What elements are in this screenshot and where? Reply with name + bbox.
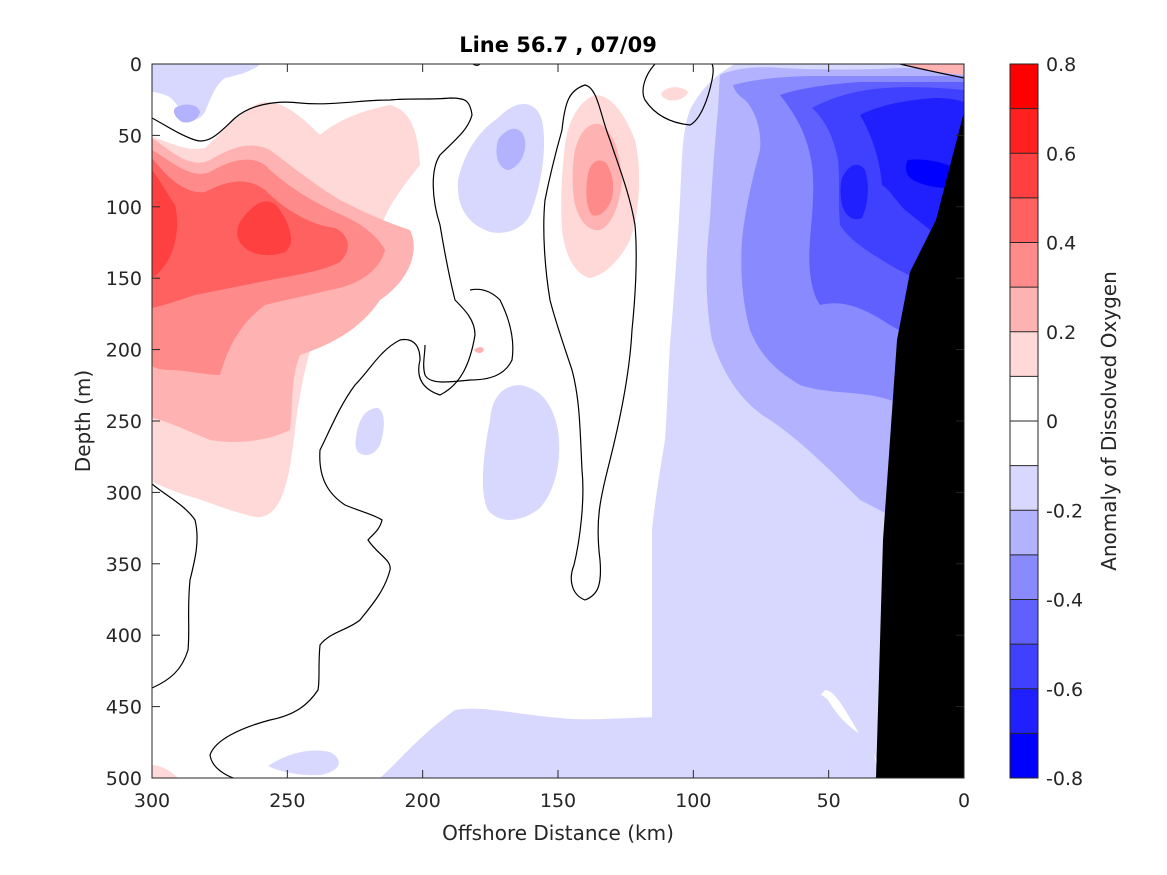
colorbar-label: Anomaly of Dissolved Oxygen xyxy=(1097,271,1121,571)
contour-top-right-red xyxy=(900,64,964,75)
colorbar-tick-label: -0.6 xyxy=(1046,679,1083,701)
y-tick-label: 0 xyxy=(130,54,142,76)
contour-fill-layer xyxy=(152,64,964,778)
chart-title: Line 56.7 , 07/09 xyxy=(459,33,657,57)
x-axis-label: Offshore Distance (km) xyxy=(442,821,674,845)
y-axis-label: Depth (m) xyxy=(71,370,95,472)
zero-contour-line-3 xyxy=(423,288,514,383)
zero-contour-line-5 xyxy=(642,64,714,126)
y-tick-label: 100 xyxy=(106,197,142,219)
contour-deep-blue-left-strip xyxy=(268,750,339,776)
contour-tiny-red-mid xyxy=(474,347,484,353)
ticks-layer: 300 250 200 150 100 50 00501001502002503003504… xyxy=(106,54,970,812)
contour-small-blue-topleft-inner xyxy=(173,104,200,123)
y-tick-label: 350 xyxy=(106,554,142,576)
bathymetry-mask xyxy=(876,112,964,778)
colorbar-tick-label: 0.4 xyxy=(1046,233,1076,255)
contour-coastal-blue-level-6b xyxy=(840,164,868,220)
colorbar-tick-label: 0.2 xyxy=(1046,322,1076,344)
colorbar-tick-label: 0 xyxy=(1046,411,1058,433)
zero-contour-line-2 xyxy=(152,483,198,689)
colorbar-swatch xyxy=(1010,331,1038,377)
colorbar-swatch xyxy=(1010,153,1038,199)
contour-bottom-left-red xyxy=(152,765,178,778)
contour-offshore-red-level-5b xyxy=(237,201,292,256)
x-tick-label: 150 xyxy=(540,790,576,812)
contour-small-blue-left-mid xyxy=(355,408,384,456)
colorbar-swatch xyxy=(1010,733,1038,779)
colorbar-tick-label: -0.2 xyxy=(1046,500,1083,522)
y-tick-label: 300 xyxy=(106,482,142,504)
colorbar-swatch xyxy=(1010,554,1038,600)
colorbar-tick-label: 0.8 xyxy=(1046,54,1076,76)
colorbar-swatch xyxy=(1010,510,1038,556)
colorbar-swatch xyxy=(1010,242,1038,288)
colorbar-swatch xyxy=(1010,421,1038,467)
y-tick-label: 500 xyxy=(106,768,142,790)
contour-deep-blue-band xyxy=(380,693,880,778)
y-tick-label: 450 xyxy=(106,697,142,719)
colorbar-swatch xyxy=(1010,599,1038,645)
colorbar-swatch xyxy=(1010,644,1038,690)
colorbar: 0.8 0.6 0.4 0.2 0 -0.2 -0.4 -0.6 -0.8 xyxy=(1009,54,1083,790)
x-tick-label: 300 xyxy=(134,790,170,812)
colorbar-swatch xyxy=(1010,108,1038,154)
zero-contour-line-1 xyxy=(152,97,476,778)
contour-tiny-red-top xyxy=(661,87,688,101)
zero-contour-line-6 xyxy=(899,64,964,79)
x-tick-label: 50 xyxy=(817,790,841,812)
y-tick-label: 150 xyxy=(106,268,142,290)
y-tick-label: 200 xyxy=(106,340,142,362)
x-tick-label: 100 xyxy=(675,790,711,812)
colorbar-swatch xyxy=(1010,465,1038,511)
colorbar-swatch xyxy=(1010,64,1038,110)
colorbar-swatch xyxy=(1010,287,1038,333)
x-tick-label: 0 xyxy=(958,790,970,812)
y-tick-label: 400 xyxy=(106,625,142,647)
x-tick-label: 250 xyxy=(269,790,305,812)
contour-offshore-red-level-5 xyxy=(152,170,178,278)
contour-mid-blue-left-inner xyxy=(496,128,526,170)
y-tick-label: 50 xyxy=(118,125,142,147)
x-tick-label: 200 xyxy=(405,790,441,812)
colorbar-tick-label: -0.4 xyxy=(1046,590,1083,612)
contour-mid-blue-deep-a xyxy=(482,385,560,520)
colorbar-swatch xyxy=(1010,688,1038,734)
y-tick-label: 250 xyxy=(106,411,142,433)
colorbar-swatch xyxy=(1010,197,1038,243)
contour-mid-red-lobe-3 xyxy=(586,160,614,216)
colorbar-swatch xyxy=(1010,376,1038,422)
contour-small-blue-topleft xyxy=(152,64,260,120)
zero-contour-line-4 xyxy=(543,84,637,601)
colorbar-tick-label: 0.6 xyxy=(1046,143,1076,165)
colorbar-tick-label: -0.8 xyxy=(1046,768,1083,790)
